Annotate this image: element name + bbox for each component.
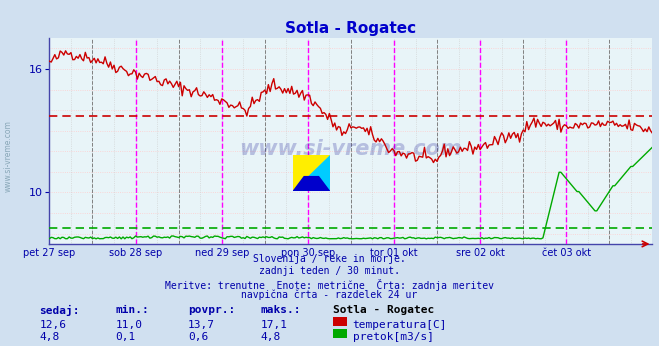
Text: zadnji teden / 30 minut.: zadnji teden / 30 minut. bbox=[259, 266, 400, 276]
Text: temperatura[C]: temperatura[C] bbox=[353, 320, 447, 330]
Text: 4,8: 4,8 bbox=[260, 332, 281, 342]
Text: 11,0: 11,0 bbox=[115, 320, 142, 330]
Text: sedaj:: sedaj: bbox=[40, 305, 80, 316]
Text: povpr.:: povpr.: bbox=[188, 305, 235, 315]
Text: 0,1: 0,1 bbox=[115, 332, 136, 342]
Polygon shape bbox=[293, 176, 330, 191]
Text: 4,8: 4,8 bbox=[40, 332, 60, 342]
Text: www.si-vreme.com: www.si-vreme.com bbox=[4, 120, 13, 192]
Text: min.:: min.: bbox=[115, 305, 149, 315]
Text: www.si-vreme.com: www.si-vreme.com bbox=[240, 139, 462, 159]
Polygon shape bbox=[293, 155, 330, 191]
Text: 17,1: 17,1 bbox=[260, 320, 287, 330]
Text: maks.:: maks.: bbox=[260, 305, 301, 315]
Text: 13,7: 13,7 bbox=[188, 320, 215, 330]
Title: Sotla - Rogatec: Sotla - Rogatec bbox=[285, 20, 416, 36]
Text: navpična črta - razdelek 24 ur: navpična črta - razdelek 24 ur bbox=[241, 290, 418, 300]
Text: 12,6: 12,6 bbox=[40, 320, 67, 330]
Text: 0,6: 0,6 bbox=[188, 332, 208, 342]
Text: Meritve: trenutne  Enote: metrične  Črta: zadnja meritev: Meritve: trenutne Enote: metrične Črta: … bbox=[165, 279, 494, 291]
Text: Slovenija / reke in morje.: Slovenija / reke in morje. bbox=[253, 254, 406, 264]
Polygon shape bbox=[293, 155, 330, 191]
Text: pretok[m3/s]: pretok[m3/s] bbox=[353, 332, 434, 342]
Text: Sotla - Rogatec: Sotla - Rogatec bbox=[333, 305, 434, 315]
